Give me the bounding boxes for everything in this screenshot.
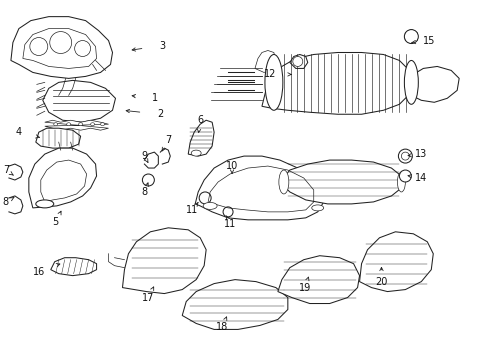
Ellipse shape [67,123,71,126]
Ellipse shape [78,123,83,126]
Polygon shape [360,232,433,292]
Ellipse shape [404,60,418,104]
Polygon shape [195,156,324,220]
Ellipse shape [397,172,405,192]
Polygon shape [29,148,97,208]
Circle shape [404,30,418,44]
Text: 14: 14 [415,173,427,183]
Polygon shape [41,160,87,202]
Text: 12: 12 [264,69,276,80]
Ellipse shape [203,202,217,210]
Circle shape [401,152,409,160]
Polygon shape [11,17,113,78]
Circle shape [398,149,413,163]
Polygon shape [278,256,360,303]
Polygon shape [45,120,108,130]
Text: 7: 7 [165,135,172,145]
Text: 10: 10 [226,161,238,171]
Ellipse shape [265,54,283,110]
Text: 16: 16 [33,267,45,276]
Polygon shape [43,80,116,122]
Ellipse shape [54,123,58,126]
Text: 2: 2 [157,109,164,119]
Polygon shape [282,160,401,204]
Polygon shape [290,54,308,68]
Circle shape [74,41,91,57]
Text: 8: 8 [141,187,147,197]
Polygon shape [188,120,214,156]
Polygon shape [182,280,288,329]
Polygon shape [23,28,97,68]
Text: 3: 3 [159,41,166,50]
Polygon shape [414,67,459,102]
Polygon shape [122,228,206,293]
Ellipse shape [100,123,104,126]
Text: 17: 17 [142,293,154,302]
Polygon shape [405,30,417,44]
Circle shape [293,57,303,67]
Text: 19: 19 [298,283,311,293]
Polygon shape [262,53,414,114]
Polygon shape [255,50,276,72]
Circle shape [399,170,412,182]
Polygon shape [51,258,97,276]
Text: 7: 7 [3,165,9,175]
Text: 5: 5 [52,217,59,227]
Text: 18: 18 [216,323,228,332]
Text: 1: 1 [152,93,158,103]
Text: 13: 13 [415,149,427,159]
Circle shape [50,32,72,54]
Text: 8: 8 [3,197,9,207]
Ellipse shape [279,170,289,194]
Text: 11: 11 [186,205,198,215]
Text: 6: 6 [197,115,203,125]
Ellipse shape [36,200,54,208]
Circle shape [143,174,154,186]
Ellipse shape [312,205,324,211]
Ellipse shape [191,150,201,156]
Circle shape [223,207,233,217]
Polygon shape [36,128,81,148]
Text: 9: 9 [141,151,147,161]
Circle shape [30,37,48,55]
Text: 20: 20 [375,276,388,287]
Text: 4: 4 [16,127,22,137]
Text: 15: 15 [423,36,436,46]
Ellipse shape [91,123,95,126]
Text: 11: 11 [224,219,236,229]
Circle shape [199,192,211,204]
